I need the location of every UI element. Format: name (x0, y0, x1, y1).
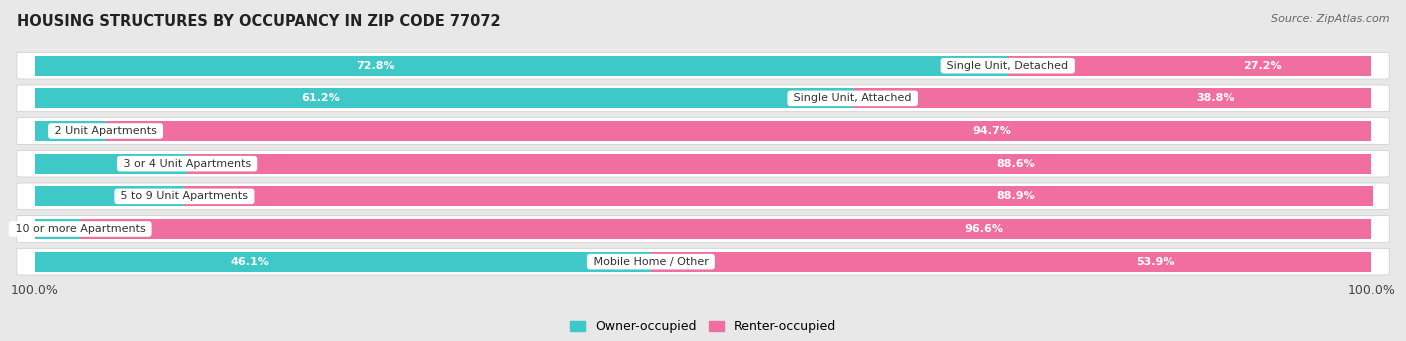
FancyBboxPatch shape (17, 183, 1389, 210)
Bar (35, 186, 184, 206)
Text: Source: ZipAtlas.com: Source: ZipAtlas.com (1271, 14, 1389, 24)
Text: 11.4%: 11.4% (138, 159, 173, 169)
Bar (651, 252, 1371, 272)
Text: Single Unit, Attached: Single Unit, Attached (790, 93, 915, 103)
Text: 3.4%: 3.4% (38, 224, 66, 234)
FancyBboxPatch shape (17, 53, 1389, 79)
Text: 27.2%: 27.2% (1243, 61, 1281, 71)
FancyBboxPatch shape (17, 85, 1389, 112)
Bar (105, 121, 1371, 141)
Text: 88.6%: 88.6% (997, 159, 1035, 169)
Bar (35, 252, 651, 272)
Text: HOUSING STRUCTURES BY OCCUPANCY IN ZIP CODE 77072: HOUSING STRUCTURES BY OCCUPANCY IN ZIP C… (17, 14, 501, 29)
Bar (1008, 56, 1371, 76)
Text: 72.8%: 72.8% (356, 61, 395, 71)
Text: 2 Unit Apartments: 2 Unit Apartments (51, 126, 160, 136)
Text: 10 or more Apartments: 10 or more Apartments (11, 224, 149, 234)
Bar (35, 219, 80, 239)
Bar (187, 153, 1371, 174)
Bar (80, 219, 1371, 239)
FancyBboxPatch shape (17, 248, 1389, 275)
Text: 94.7%: 94.7% (972, 126, 1011, 136)
Text: 5.3%: 5.3% (63, 126, 91, 136)
Text: 11.2%: 11.2% (135, 191, 170, 201)
Bar (852, 88, 1371, 108)
Text: 46.1%: 46.1% (231, 257, 270, 267)
Bar (35, 153, 187, 174)
FancyBboxPatch shape (17, 118, 1389, 144)
Text: 5 to 9 Unit Apartments: 5 to 9 Unit Apartments (117, 191, 252, 201)
Text: 53.9%: 53.9% (1136, 257, 1174, 267)
Text: Single Unit, Detached: Single Unit, Detached (943, 61, 1071, 71)
FancyBboxPatch shape (17, 216, 1389, 242)
FancyBboxPatch shape (17, 150, 1389, 177)
Text: 61.2%: 61.2% (302, 93, 340, 103)
Text: 88.9%: 88.9% (997, 191, 1036, 201)
Text: 96.6%: 96.6% (965, 224, 1004, 234)
Bar (35, 88, 852, 108)
Text: Mobile Home / Other: Mobile Home / Other (589, 257, 711, 267)
Text: 38.8%: 38.8% (1197, 93, 1234, 103)
Bar (35, 56, 1008, 76)
Bar (35, 121, 105, 141)
Legend: Owner-occupied, Renter-occupied: Owner-occupied, Renter-occupied (565, 315, 841, 338)
Bar (184, 186, 1372, 206)
Text: 3 or 4 Unit Apartments: 3 or 4 Unit Apartments (120, 159, 254, 169)
